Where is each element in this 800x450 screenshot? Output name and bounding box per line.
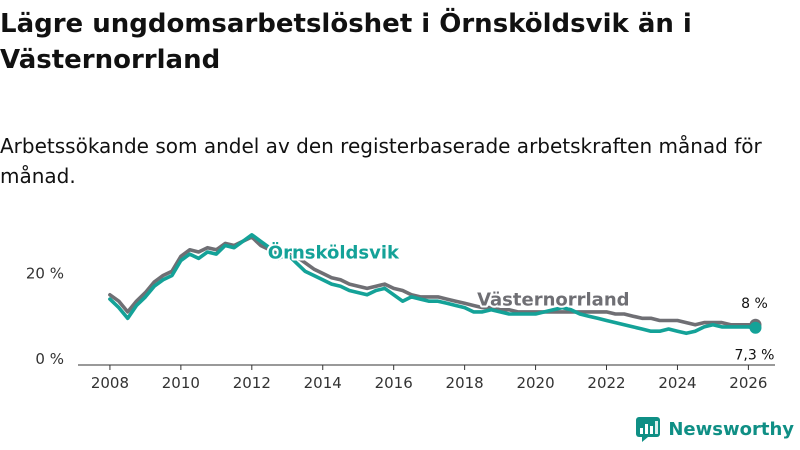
newsworthy-logo-text: Newsworthy — [668, 418, 794, 440]
chart-title: Lägre ungdomsarbetslöshet i Örnsköldsvik… — [0, 9, 692, 75]
chart-subtitle: Arbetssökande som andel av den registerb… — [0, 134, 762, 188]
newsworthy-logo: Newsworthy — [635, 414, 794, 444]
series-line-vasternorrland — [108, 235, 758, 327]
y-tick-label: 20 % — [26, 264, 64, 282]
y-tick-label: 0 % — [35, 350, 64, 368]
series-label-vasternorrland: Västernorrland — [477, 289, 629, 310]
x-tick-label: 2026 — [729, 374, 767, 392]
x-tick-label: 2012 — [233, 374, 271, 392]
x-tick-label: 2010 — [162, 374, 200, 392]
x-tick-label: 2008 — [91, 374, 129, 392]
end-value-label-ornskoldsvik: 7,3 % — [734, 348, 774, 364]
series-label-ornskoldsvik: Örnsköldsvik — [268, 241, 400, 263]
series-line-ornskoldsvik — [108, 233, 758, 336]
x-tick-label: 2014 — [304, 374, 342, 392]
newsworthy-logo-icon — [636, 417, 661, 442]
x-tick-label: 2022 — [587, 374, 625, 392]
end-value-label-vasternorrland: 8 % — [741, 296, 768, 312]
series-endpoint-ornskoldsvik — [749, 321, 762, 334]
x-tick-label: 2020 — [516, 374, 554, 392]
x-tick-label: 2018 — [446, 374, 484, 392]
x-tick-label: 2024 — [658, 374, 696, 392]
x-tick-label: 2016 — [375, 374, 413, 392]
